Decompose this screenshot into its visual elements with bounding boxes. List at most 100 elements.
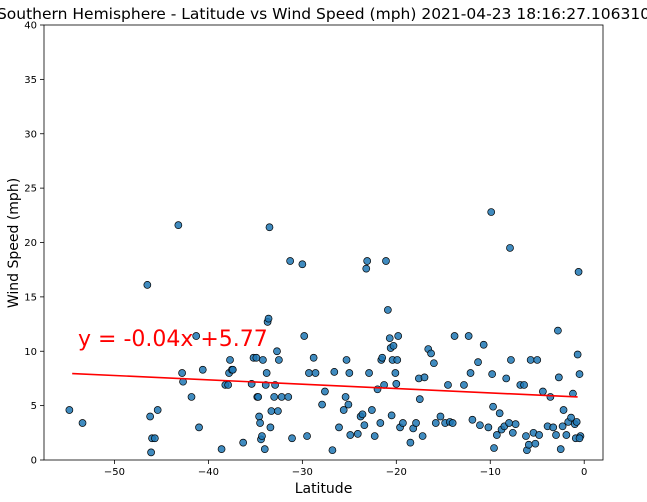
scatter-point bbox=[391, 369, 400, 377]
scatter-point bbox=[258, 432, 266, 440]
scatter-point bbox=[554, 373, 563, 382]
scatter-point bbox=[508, 428, 517, 437]
scatter-point bbox=[360, 421, 369, 430]
scatter-point bbox=[277, 393, 286, 401]
x-tick-label: −30 bbox=[292, 467, 313, 478]
scatter-point bbox=[468, 415, 477, 424]
y-tick-label: 15 bbox=[24, 292, 37, 303]
scatter-point bbox=[549, 423, 558, 432]
scatter-point bbox=[492, 431, 501, 439]
y-tick-label: 40 bbox=[24, 21, 37, 32]
scatter-point bbox=[526, 356, 535, 364]
scatter-point bbox=[466, 369, 475, 377]
scatter-point bbox=[511, 420, 520, 428]
scatter-point bbox=[387, 411, 396, 420]
y-tick-label: 30 bbox=[24, 129, 37, 140]
scatter-point bbox=[187, 393, 196, 401]
scatter-point bbox=[346, 431, 355, 439]
scatter-point bbox=[274, 407, 282, 415]
x-axis-label: Latitude bbox=[295, 481, 353, 497]
scatter-point bbox=[393, 356, 402, 364]
scatter-point bbox=[270, 393, 279, 401]
scatter-point bbox=[552, 431, 560, 439]
scatter-point bbox=[217, 445, 226, 453]
scatter-point bbox=[254, 393, 263, 401]
scatter-point bbox=[341, 393, 350, 401]
scatter-point bbox=[562, 431, 571, 439]
scatter-point bbox=[363, 257, 372, 265]
scatter-point bbox=[318, 400, 326, 409]
scatter-point bbox=[288, 434, 296, 443]
scatter-point bbox=[505, 419, 513, 427]
scatter-point bbox=[490, 444, 498, 452]
scatter-point bbox=[474, 358, 482, 366]
y-tick-label: 0 bbox=[31, 456, 37, 467]
scatter-point bbox=[450, 332, 459, 340]
scatter-point bbox=[531, 439, 540, 448]
scatter-point bbox=[143, 281, 152, 289]
scatter-point bbox=[311, 369, 320, 377]
scatter-point bbox=[146, 412, 155, 421]
x-tick-label: 0 bbox=[581, 467, 587, 478]
scatter-point bbox=[522, 432, 530, 440]
scatter-point bbox=[535, 431, 543, 439]
scatter-point bbox=[239, 438, 248, 447]
scatter-point bbox=[228, 365, 237, 374]
chart-title: Southern Hemisphere - Latitude vs Wind S… bbox=[0, 5, 647, 23]
scatter-point bbox=[262, 369, 271, 377]
scatter-point bbox=[345, 369, 354, 377]
scatter-point bbox=[174, 221, 183, 229]
scatter-point bbox=[495, 409, 504, 418]
x-tick-label: −50 bbox=[104, 467, 125, 478]
x-tick-label: −40 bbox=[198, 467, 219, 478]
scatter-point bbox=[260, 445, 269, 453]
scatter-point bbox=[264, 314, 273, 323]
scatter-point bbox=[476, 421, 484, 430]
scatter-point bbox=[78, 419, 87, 427]
scatter-point bbox=[252, 353, 261, 362]
scatter-point bbox=[328, 446, 337, 455]
y-axis-label: Wind Speed (mph) bbox=[6, 178, 22, 308]
scatter-point bbox=[431, 419, 440, 427]
scatter-point bbox=[255, 412, 263, 421]
scatter-point bbox=[427, 349, 435, 358]
scatter-point bbox=[358, 410, 367, 419]
scatter-point bbox=[273, 347, 281, 356]
scatter-point bbox=[286, 257, 294, 265]
scatter-point bbox=[384, 306, 392, 314]
scatter-point bbox=[420, 373, 429, 382]
y-axis: 0 5 10 15 20 25 30 35 40 bbox=[24, 21, 44, 467]
scatter-point bbox=[368, 406, 376, 414]
scatter-point bbox=[266, 423, 275, 432]
scatter-point bbox=[430, 359, 438, 368]
scatter-point bbox=[362, 264, 371, 273]
scatter-point bbox=[370, 432, 379, 440]
scatter-point bbox=[488, 370, 496, 378]
scatter-point bbox=[572, 418, 581, 426]
scatter-point bbox=[265, 223, 274, 232]
scatter-point bbox=[339, 406, 348, 414]
scatter-point bbox=[298, 260, 307, 269]
scatter-point bbox=[275, 356, 283, 364]
scatter-point bbox=[284, 393, 293, 401]
regression-line bbox=[72, 372, 578, 398]
scatter-point bbox=[559, 406, 568, 414]
scatter-point bbox=[305, 369, 313, 377]
scatter-point bbox=[556, 445, 565, 453]
x-axis: −50 −40 −30 −20 −10 0 bbox=[104, 460, 587, 478]
scatter-point bbox=[524, 440, 533, 449]
scatter-point bbox=[392, 380, 401, 388]
scatter-point bbox=[520, 381, 528, 389]
scatter-point bbox=[539, 387, 547, 396]
y-tick-label: 20 bbox=[24, 238, 37, 249]
scatter-point bbox=[198, 365, 207, 374]
scatter-point bbox=[418, 432, 427, 440]
scatter-point bbox=[489, 402, 497, 411]
y-tick-label: 25 bbox=[24, 184, 37, 195]
scatter-point bbox=[330, 368, 339, 376]
scatter-point bbox=[444, 381, 452, 389]
scatter-point bbox=[460, 381, 468, 389]
x-tick-label: −10 bbox=[480, 467, 501, 478]
scatter-point bbox=[195, 423, 203, 432]
scatter-point bbox=[507, 356, 515, 364]
